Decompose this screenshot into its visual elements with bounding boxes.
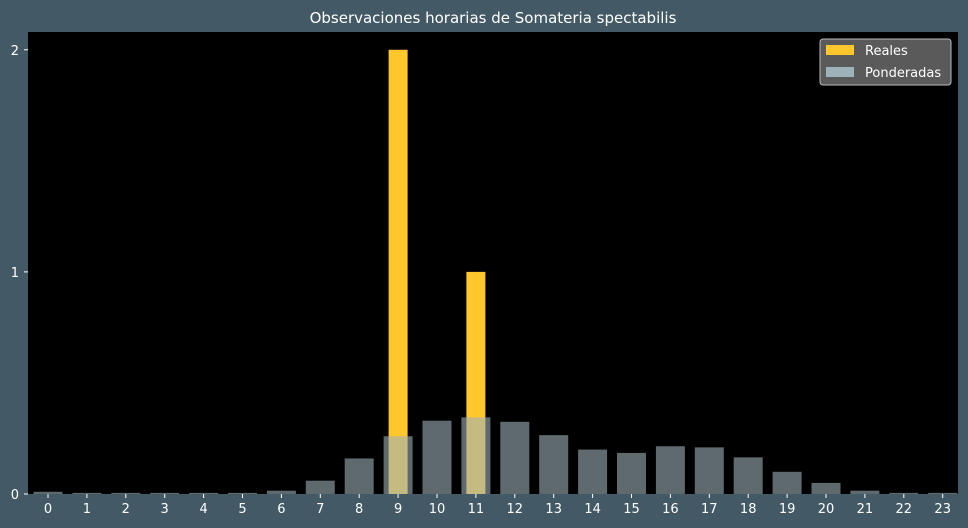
legend-label-reales: Reales [865,44,908,59]
x-tick-label: 15 [623,502,640,517]
bar-ponderadas-21 [850,490,880,494]
bar-ponderadas-4 [189,492,219,494]
bar-ponderadas-8 [344,458,374,494]
x-tick-label: 23 [934,502,951,517]
x-tick-label: 16 [662,502,679,517]
bar-ponderadas-15 [617,452,646,494]
x-tick-label: 1 [83,502,91,517]
bar-ponderadas-22 [889,492,919,494]
x-tick-label: 10 [429,502,446,517]
bar-ponderadas-13 [539,435,569,494]
x-tick-label: 12 [507,502,524,517]
x-tick-label: 18 [740,502,757,517]
x-tick-label: 19 [779,502,796,517]
bar-ponderadas-12 [500,421,530,494]
bar-ponderadas-23 [928,492,958,494]
plot-area [28,32,958,494]
legend-swatch-ponderadas [826,67,854,77]
bar-ponderadas-3 [150,492,180,494]
bar-ponderadas-20 [811,482,841,494]
x-tick-label: 9 [394,502,402,517]
bar-ponderadas-17 [694,447,724,494]
bar-ponderadas-0 [33,491,63,494]
bar-ponderadas-5 [228,492,257,494]
bar-ponderadas-19 [772,471,802,494]
y-axis: 0 1 2 [11,44,28,503]
x-tick-label: 21 [857,502,874,517]
x-tick-label: 17 [701,502,718,517]
x-tick-label: 3 [161,502,169,517]
bar-ponderadas-9 [383,436,413,494]
series-ponderadas [33,417,958,494]
y-tick-label: 1 [11,266,19,281]
legend: Reales Ponderadas [819,38,952,86]
chart-title: Observaciones horarias de Somateria spec… [310,9,677,27]
x-tick-label: 11 [468,502,485,517]
bar-ponderadas-1 [72,492,102,494]
x-tick-label: 7 [316,502,324,517]
x-tick-label: 14 [584,502,601,517]
bar-ponderadas-11 [461,417,491,494]
bar-reales-9 [388,49,408,495]
bar-ponderadas-6 [266,490,296,494]
x-tick-label: 13 [545,502,562,517]
x-tick-label: 2 [122,502,130,517]
x-axis: 0 1 2 3 4 5 6 7 8 9 10 11 12 13 14 15 16 17 18 19 20 21 22 23 [44,494,951,517]
x-tick-label: 6 [277,502,285,517]
x-tick-label: 5 [238,502,246,517]
bar-ponderadas-16 [655,446,685,494]
x-tick-label: 4 [199,502,207,517]
x-tick-label: 20 [818,502,835,517]
y-tick-label: 2 [11,44,19,59]
legend-label-ponderadas: Ponderadas [865,66,941,81]
bar-ponderadas-7 [305,480,335,494]
x-tick-label: 0 [44,502,52,517]
x-tick-label: 8 [355,502,363,517]
bar-ponderadas-18 [733,457,763,494]
bar-ponderadas-2 [111,492,141,494]
y-tick-label: 0 [11,488,19,503]
bar-ponderadas-10 [422,420,452,494]
x-tick-label: 22 [896,502,913,517]
bar-ponderadas-14 [578,449,608,494]
legend-swatch-reales [826,45,854,55]
